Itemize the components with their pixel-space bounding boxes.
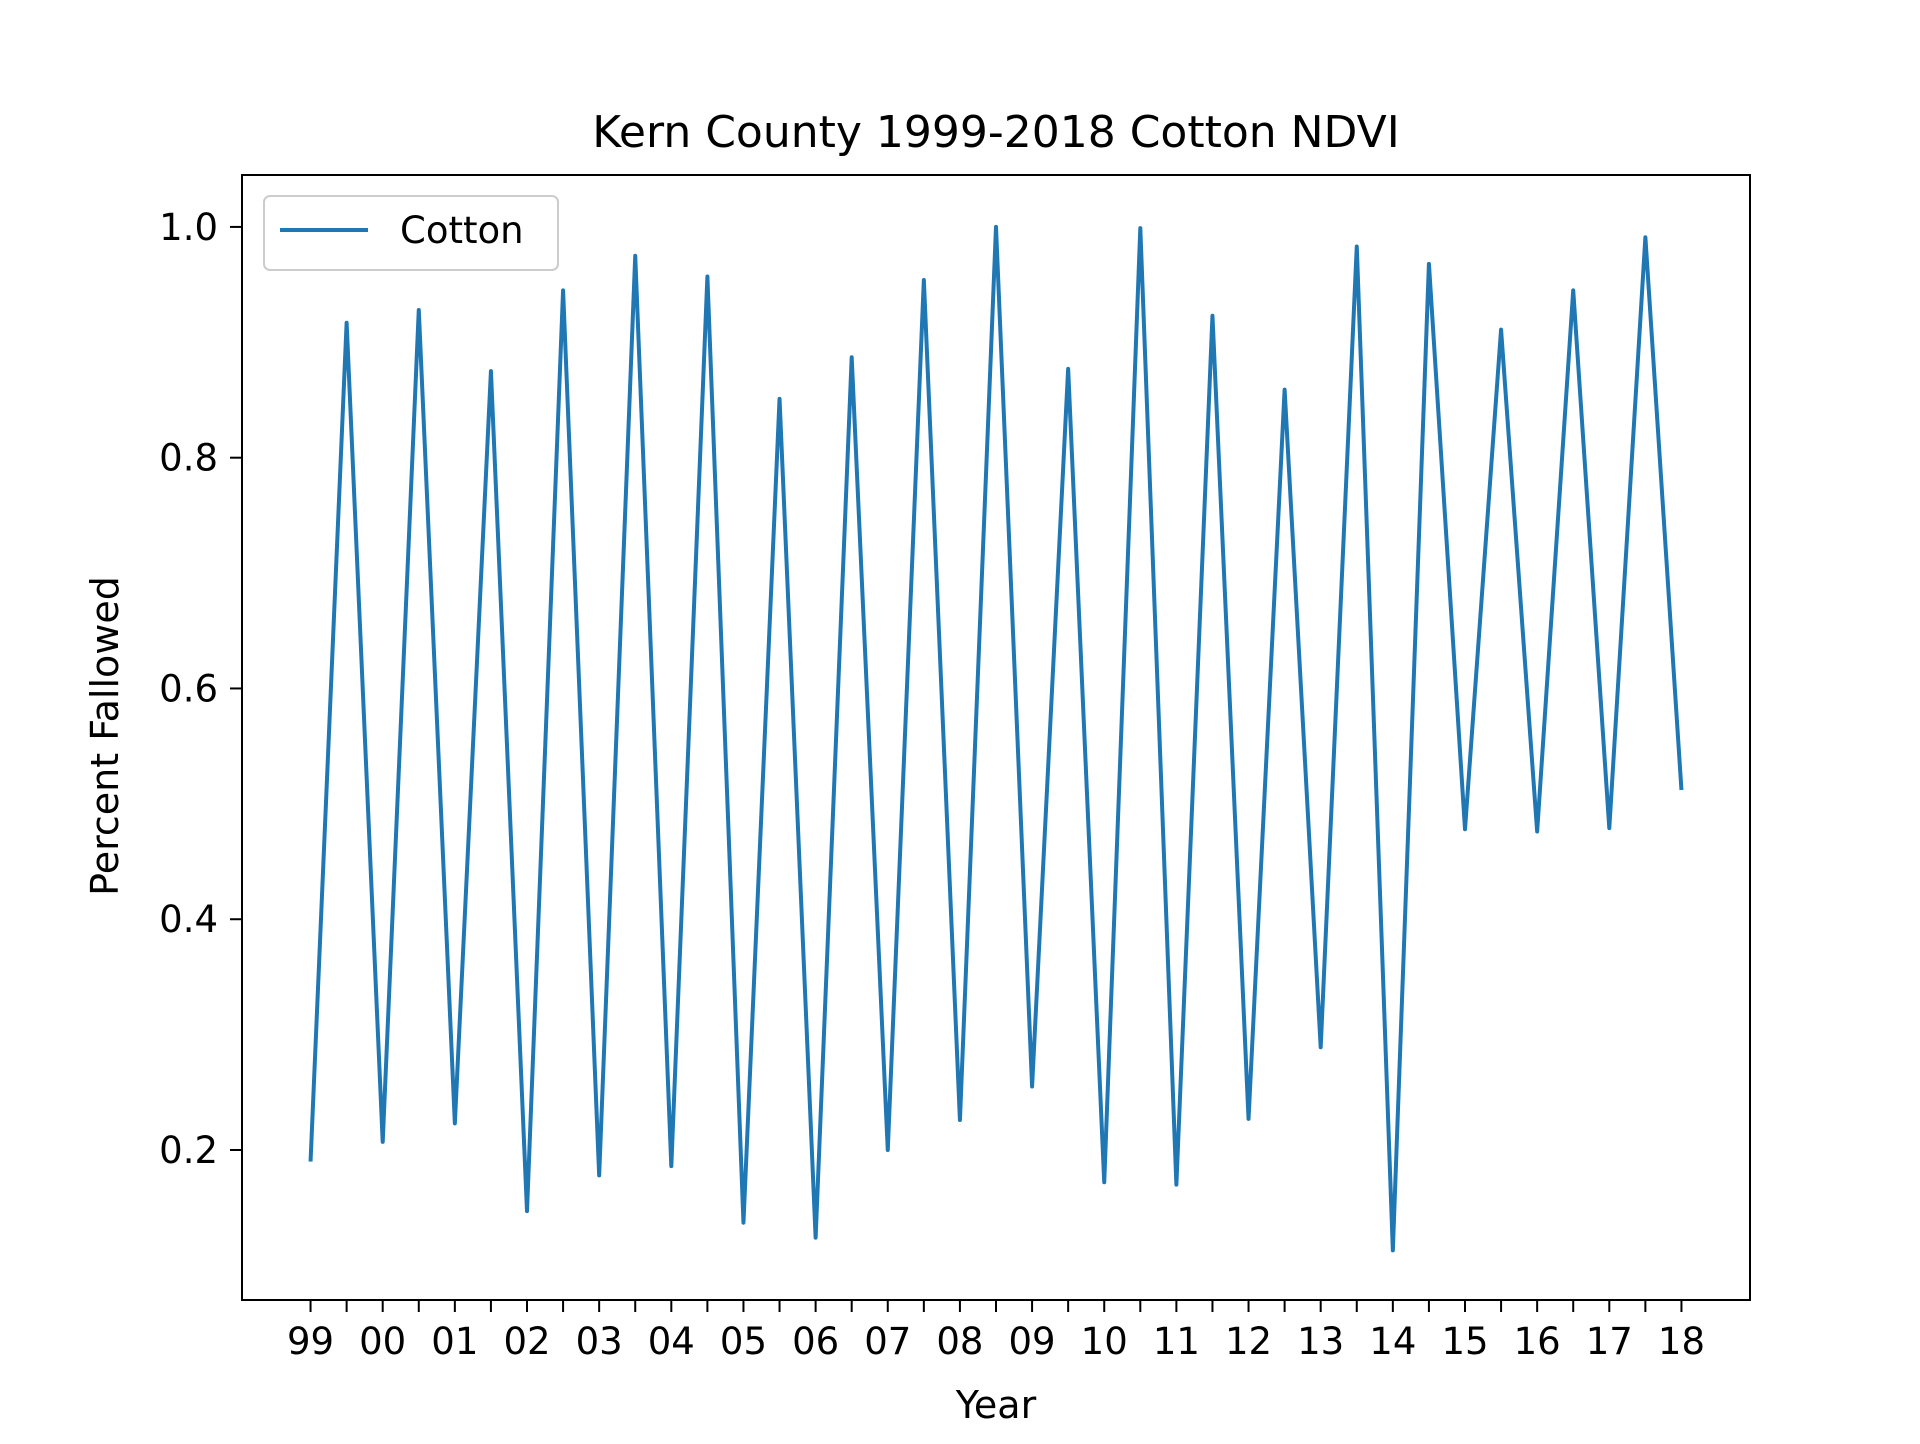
x-tick-label: 08 <box>936 1320 983 1363</box>
x-tick-label: 99 <box>287 1320 334 1363</box>
x-tick-label: 04 <box>648 1320 695 1363</box>
x-tick-label: 13 <box>1297 1320 1344 1363</box>
chart-title: Kern County 1999-2018 Cotton NDVI <box>592 107 1399 158</box>
x-tick-label: 12 <box>1225 1320 1272 1363</box>
y-tick-label: 0.6 <box>159 667 218 710</box>
x-tick-label: 01 <box>431 1320 478 1363</box>
x-tick-label: 18 <box>1658 1320 1705 1363</box>
x-tick-label: 06 <box>792 1320 839 1363</box>
plot-frame <box>241 174 1751 1301</box>
x-tick-label: 17 <box>1586 1320 1633 1363</box>
x-tick-label: 15 <box>1441 1320 1488 1363</box>
x-tick-label: 02 <box>503 1320 550 1363</box>
series-line-cotton <box>308 224 1684 1253</box>
legend: Cotton <box>263 195 559 271</box>
x-tick-label: 07 <box>864 1320 911 1363</box>
y-tick-label: 0.4 <box>159 898 218 941</box>
x-tick-label: 14 <box>1369 1320 1416 1363</box>
x-axis-label: Year <box>955 1383 1037 1427</box>
y-tick-label: 1.0 <box>159 206 218 249</box>
x-tick-label: 05 <box>720 1320 767 1363</box>
x-tick-label: 11 <box>1153 1320 1200 1363</box>
x-tick-label: 03 <box>576 1320 623 1363</box>
y-tick-label: 0.2 <box>159 1129 218 1172</box>
y-tick-label: 0.8 <box>159 437 218 480</box>
plot-area: 99 00 01 02 03 04 05 06 07 08 09 10 11 12 13 14 15 16 17 18… <box>159 174 1751 1363</box>
x-tick-label: 09 <box>1009 1320 1056 1363</box>
x-tick-label: 10 <box>1081 1320 1128 1363</box>
x-tick-label: 00 <box>359 1320 406 1363</box>
x-tick-label: 16 <box>1514 1320 1561 1363</box>
legend-box <box>263 195 559 271</box>
y-axis-label: Percent Fallowed <box>83 576 127 896</box>
legend-label: Cotton <box>400 209 524 252</box>
